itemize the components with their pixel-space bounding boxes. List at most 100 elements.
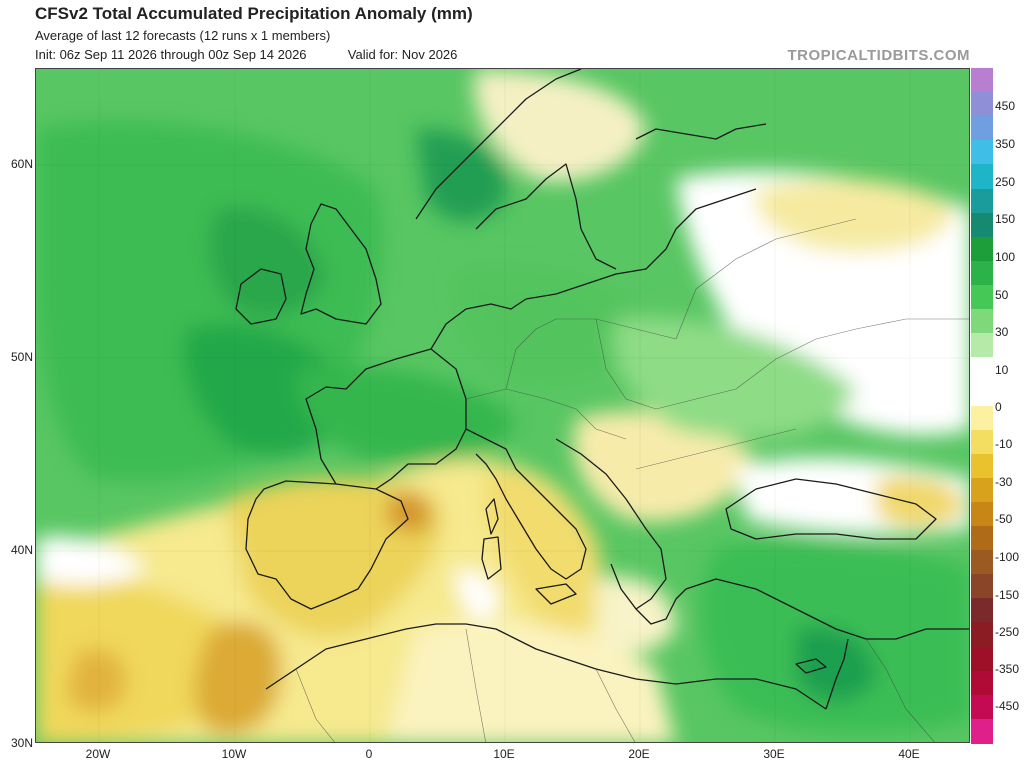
wet-zone-central [453,266,656,382]
colorbar-band [971,333,993,359]
colorbar-band [971,357,993,383]
colorbar-label: -30 [995,475,1013,489]
colorbar-band [971,164,993,190]
colorbar-band [971,260,993,286]
coast-italy [465,428,587,580]
lon-label-20w: 20W [85,747,111,761]
colorbar-band [971,188,993,214]
coast-baltic [525,188,757,300]
precip-anomaly-map [35,68,970,743]
dry-core-catalonia [386,490,432,534]
map-title: CFSv2 Total Accumulated Precipitation An… [35,4,473,23]
coast-corsica [485,498,499,535]
init-text: Init: 06z Sep 11 2026 through 00z Sep 14… [35,47,307,62]
colorbar-label: -350 [995,662,1020,676]
neutral-zone-north [474,69,646,182]
colorbar-band [971,718,993,744]
colorbar-label: 150 [995,212,1016,226]
lat-label-50n: 50N [10,350,33,364]
lat-label-40n: 40N [10,543,33,557]
dry-zone-russia [755,178,956,253]
coast-black-sea [725,478,937,540]
colorbar-band [971,622,993,648]
coast-scandinavia [415,69,582,220]
dry-core-morocco [194,621,282,735]
lon-label-10w: 10W [221,747,247,761]
coast-levant [825,638,849,710]
colorbar-band [971,140,993,166]
colorbar-band [971,68,993,93]
coast-turkey [685,578,969,640]
coast-sardinia [481,536,502,580]
colorbar-band [971,526,993,552]
dry-zone-black-sea-e [876,475,966,529]
colorbar-label: 0 [995,400,1002,414]
colorbar-label: -100 [995,550,1020,564]
colorbar-label: -50 [995,512,1013,526]
colorbar-band [971,116,993,142]
coast-low-countries [430,298,527,350]
coastlines [235,69,969,710]
colorbar-band [971,309,993,335]
init-line: Init: 06z Sep 11 2026 through 00z Sep 14… [35,47,457,62]
valid-text: Valid for: Nov 2026 [347,47,458,62]
colorbar-band [971,694,993,720]
wet-zone-light-east [613,317,856,439]
colorbar-band [971,598,993,624]
colorbar-label: 100 [995,250,1016,264]
neutral-zone-biscay [36,536,146,586]
neutral-zone-greece [596,576,676,653]
brand-watermark: TROPICALTIDBITS.COM [787,47,970,64]
colorbar-label: -10 [995,437,1013,451]
dry-zone-balkans [573,411,756,522]
borders [295,218,969,742]
coast-sicily [535,583,577,605]
wet-zone-levant [796,626,876,702]
colorbar-band [971,284,993,310]
colorbar-band [971,212,993,238]
colorbar [971,68,993,744]
wet-zone-norway [416,129,508,222]
colorbar-band [971,670,993,696]
neutral-zone-sea [456,569,499,619]
colorbar-band [971,501,993,527]
coast-balkans [555,438,667,610]
colorbar-band [971,646,993,672]
colorbar-label: -250 [995,625,1020,639]
colorbar-label: -450 [995,699,1020,713]
colorbar-band [971,429,993,455]
coast-cyprus [795,658,827,674]
coast-norway-sweden [475,163,617,270]
lon-label-20e: 20E [628,747,650,761]
colorbar-band [971,453,993,479]
lon-label-0: 0 [365,747,373,761]
colorbar-label: -150 [995,588,1020,602]
colorbar-label: 10 [995,363,1009,377]
lon-label-10e: 10E [493,747,515,761]
colorbar-band [971,550,993,576]
colorbar-band [971,574,993,600]
lon-label-40e: 40E [898,747,920,761]
coast-north-africa [265,623,827,710]
coast-ireland [235,268,287,325]
colorbar-label: 30 [995,325,1009,339]
colorbar-band [971,236,993,262]
colorbar-band [971,92,993,118]
lat-label-60n: 60N [10,157,33,171]
lon-label-30e: 30E [763,747,785,761]
map-svg [36,69,969,742]
coast-greece [635,588,687,625]
colorbar-band [971,381,993,407]
colorbar-label: 450 [995,99,1016,113]
dry-zone-sahara [386,621,676,742]
coast-uk [300,203,382,325]
dry-core-atlantic [66,648,127,713]
lat-label-30n: 30N [10,736,33,750]
colorbar-band [971,477,993,503]
map-subtitle: Average of last 12 forecasts (12 runs x … [35,28,331,43]
colorbar-label: 250 [995,175,1016,189]
colorbar-band [971,405,993,431]
wet-zone-uk [209,207,326,317]
graticule [36,69,969,742]
coast-iberia [245,480,409,610]
